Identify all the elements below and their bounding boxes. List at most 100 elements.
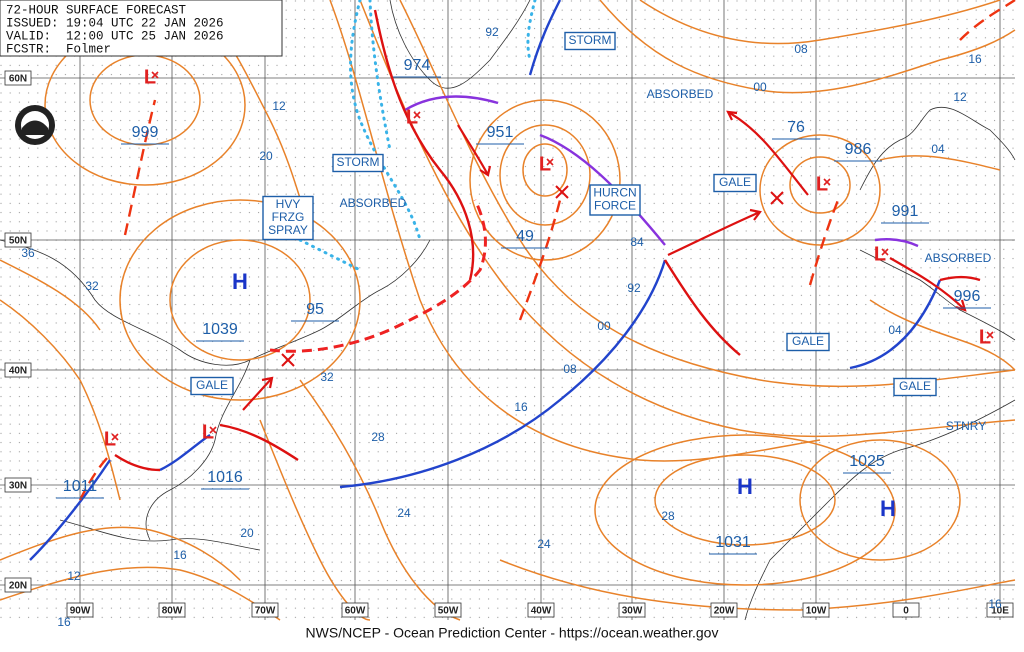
- warning-tag: FORCE: [594, 199, 636, 213]
- pressure-center: 991: [892, 203, 919, 220]
- warning-tag-box: [190, 376, 234, 396]
- longitude-label: 50W: [438, 606, 459, 617]
- longitude-label: 90W: [70, 606, 91, 617]
- low-positions: [281, 185, 784, 367]
- longitude-label-box: [618, 602, 646, 618]
- isobar-label: 04: [931, 142, 945, 156]
- warning-tag: GALE: [792, 334, 824, 348]
- low-marker: [986, 331, 994, 339]
- isobar-label: 28: [371, 430, 385, 444]
- isobar-label: 92: [627, 281, 641, 295]
- low-center: L: [202, 421, 214, 443]
- header-forecaster: FCSTR: Folmer: [6, 42, 111, 56]
- map-labels: 60N 50N 40N 30N 20N 90W 80W 70W 60W 50W 40W 30W 20W 1…: [4, 25, 1014, 629]
- high-center: H: [232, 269, 248, 294]
- isobar-label: 20: [240, 526, 254, 540]
- isobar-label: 08: [563, 362, 577, 376]
- latitude-label: 40N: [9, 366, 27, 377]
- longitude-label-box: [341, 602, 369, 618]
- pressure-center: 999: [132, 124, 159, 141]
- latitude-label: 30N: [9, 481, 27, 492]
- high-center: H: [880, 496, 896, 521]
- longitude-label: 40W: [531, 606, 552, 617]
- longitude-label-box: [251, 602, 279, 618]
- isobar-label: 00: [597, 319, 611, 333]
- isobar-label: 16: [57, 615, 71, 629]
- warning-tag-box: [262, 195, 314, 241]
- ice-edge: [298, 0, 537, 272]
- isobar-label: 24: [537, 537, 551, 551]
- isobar-label: 28: [661, 509, 675, 523]
- low-center: L: [144, 66, 156, 88]
- low-center: L: [874, 243, 886, 265]
- longitude-label: 10E: [991, 606, 1009, 617]
- isobar-label: 20: [259, 149, 273, 163]
- latitude-label-box: [4, 577, 32, 593]
- low-marker: [823, 178, 831, 186]
- warning-tag-box: [786, 332, 830, 352]
- isobar-label: 32: [320, 370, 334, 384]
- isobar-label: 16: [173, 548, 187, 562]
- low-marker: [151, 71, 159, 79]
- noaa-logo: [15, 105, 55, 145]
- warning-tag: HVY: [276, 197, 301, 211]
- header-valid: VALID: 12:00 UTC 25 JAN 2026: [6, 29, 224, 43]
- pressure-center: 1039: [202, 321, 238, 338]
- latitude-label: 50N: [9, 236, 27, 247]
- longitude-label: 20W: [714, 606, 735, 617]
- header-title: 72-HOUR SURFACE FORECAST: [6, 3, 187, 17]
- isobar-label: 16: [968, 52, 982, 66]
- trough-track: [269, 199, 487, 353]
- latitude-label-box: [4, 477, 32, 493]
- coastlines: [0, 0, 1016, 621]
- pressure-center: 1011: [63, 478, 98, 495]
- pressure-center: 1016: [207, 469, 243, 486]
- warning-tag: SPRAY: [268, 223, 308, 237]
- warning-tag: GALE: [899, 379, 931, 393]
- longitude-label-box: [986, 602, 1014, 618]
- pressure-center: 95: [306, 301, 324, 318]
- isobar-label: 16: [988, 597, 1002, 611]
- high-center: H: [737, 474, 753, 499]
- low-marker: [881, 248, 889, 256]
- warning-tag-box: [564, 31, 616, 51]
- longitude-label: 60W: [345, 606, 366, 617]
- warning-tag-box: [589, 184, 641, 216]
- latitude-label-box: [4, 232, 32, 248]
- isobar-label: 16: [514, 400, 528, 414]
- low-center: L: [979, 326, 991, 348]
- longitude-label-box: [66, 602, 94, 618]
- pressure-center: 49: [516, 228, 534, 245]
- isobar-label: 12: [953, 90, 967, 104]
- isobar-label: 04: [888, 323, 902, 337]
- longitude-label-box: [892, 602, 920, 618]
- longitude-label: 10W: [806, 606, 827, 617]
- low-center: L: [816, 173, 828, 195]
- warning-tag-box: [332, 153, 384, 173]
- pressure-center: 996: [954, 288, 981, 305]
- isobar-label: 24: [397, 506, 411, 520]
- minor-grid: [0, 0, 1015, 620]
- warning-tag: HURCN: [593, 186, 636, 200]
- fronts: [29, 0, 981, 561]
- warning-tag: STORM: [568, 33, 611, 47]
- status-tag: ABSORBED: [340, 196, 407, 210]
- footer-credit: NWS/NCEP - Ocean Prediction Center - htt…: [306, 625, 719, 641]
- pressure-center: 974: [404, 57, 431, 74]
- longitude-label: 30W: [622, 606, 643, 617]
- header-box: [0, 0, 283, 57]
- isobar-label: 12: [67, 569, 81, 583]
- low-marker: [546, 158, 554, 166]
- latitude-label: 20N: [9, 581, 27, 592]
- longitude-label-box: [158, 602, 186, 618]
- pressure-center: 76: [787, 119, 805, 136]
- pressure-center: 986: [845, 141, 872, 158]
- longitude-label: 70W: [255, 606, 276, 617]
- header-issued: ISSUED: 19:04 UTC 22 JAN 2026: [6, 16, 224, 30]
- latitude-label: 60N: [9, 74, 27, 85]
- status-tag: ABSORBED: [647, 87, 714, 101]
- low-marker: [209, 426, 217, 434]
- isobar-label: 92: [485, 25, 499, 39]
